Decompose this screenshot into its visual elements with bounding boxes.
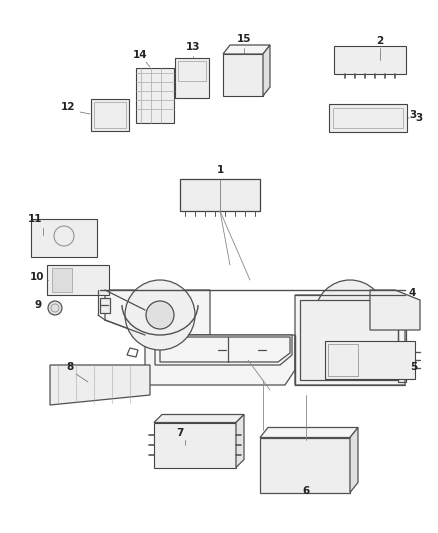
Bar xyxy=(47,265,109,295)
Bar xyxy=(52,268,72,292)
Bar xyxy=(178,61,206,81)
Text: 6: 6 xyxy=(302,486,310,496)
Text: 1: 1 xyxy=(216,165,224,175)
Polygon shape xyxy=(50,365,150,405)
Text: 4: 4 xyxy=(408,288,416,298)
Circle shape xyxy=(125,280,195,350)
Polygon shape xyxy=(263,45,270,96)
Bar xyxy=(175,58,209,98)
Bar xyxy=(328,344,358,376)
Bar xyxy=(223,54,263,96)
Polygon shape xyxy=(145,335,295,385)
Bar xyxy=(91,99,129,131)
Polygon shape xyxy=(260,438,350,492)
Circle shape xyxy=(146,301,174,329)
Bar xyxy=(329,104,407,132)
Text: 5: 5 xyxy=(410,362,417,372)
Text: 12: 12 xyxy=(61,102,75,112)
Polygon shape xyxy=(236,415,244,467)
Polygon shape xyxy=(370,290,420,330)
Text: 3: 3 xyxy=(410,110,417,120)
Text: 2: 2 xyxy=(376,36,384,46)
Text: 7: 7 xyxy=(177,428,184,438)
Polygon shape xyxy=(350,427,358,492)
Text: 9: 9 xyxy=(35,300,42,310)
Bar xyxy=(300,300,398,380)
Circle shape xyxy=(336,301,364,329)
Circle shape xyxy=(315,280,385,350)
Bar xyxy=(333,108,403,128)
Polygon shape xyxy=(155,335,292,365)
Bar xyxy=(100,298,110,313)
Text: 10: 10 xyxy=(30,272,44,282)
Bar xyxy=(398,310,406,382)
Text: 13: 13 xyxy=(186,42,200,52)
Bar xyxy=(334,46,406,74)
Text: 15: 15 xyxy=(237,34,251,44)
Polygon shape xyxy=(154,415,244,423)
Bar xyxy=(94,102,126,128)
Bar xyxy=(136,68,174,123)
Polygon shape xyxy=(223,45,270,54)
Text: 14: 14 xyxy=(133,50,147,60)
Bar xyxy=(31,219,97,257)
Polygon shape xyxy=(105,290,210,335)
Text: 3: 3 xyxy=(407,113,422,123)
Text: 8: 8 xyxy=(67,362,74,372)
Bar xyxy=(154,423,236,467)
Polygon shape xyxy=(295,295,405,385)
Bar xyxy=(180,179,260,211)
Bar xyxy=(325,341,415,379)
Circle shape xyxy=(48,301,62,315)
Text: 11: 11 xyxy=(28,214,42,224)
Polygon shape xyxy=(260,427,358,438)
